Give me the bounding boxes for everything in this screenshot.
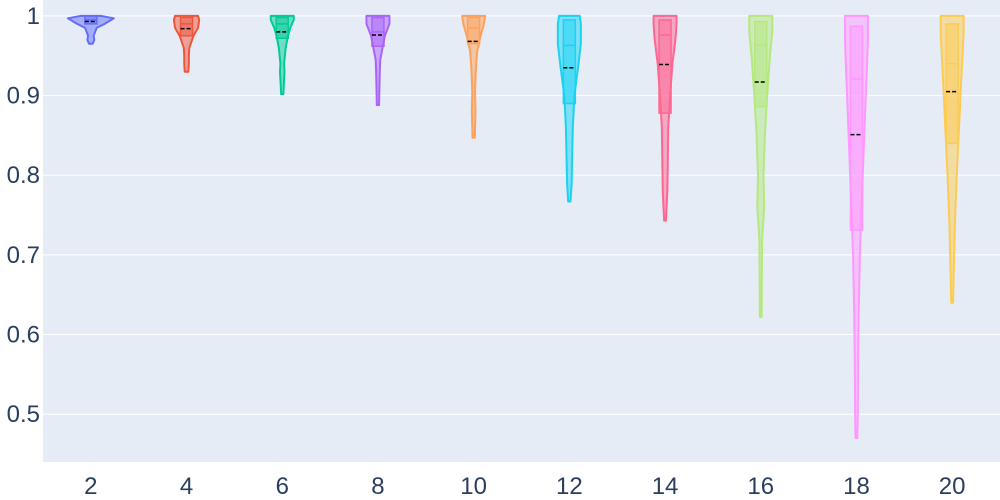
gridlines (43, 15, 1000, 415)
x-tick-label: 14 (652, 473, 679, 500)
x-tick-label: 18 (843, 473, 870, 500)
x-tick-label: 16 (747, 473, 774, 500)
x-tick-label: 8 (371, 473, 384, 500)
box-iqr (562, 19, 577, 105)
x-tick-label: 10 (460, 473, 487, 500)
box-iqr (754, 20, 768, 108)
y-tick-label: 0.5 (7, 401, 40, 428)
violin-group (365, 14, 391, 107)
violin-group (461, 14, 487, 139)
violin-group (66, 14, 115, 45)
x-tick-label: 4 (180, 473, 193, 500)
y-axis-ticks: 0.5 0.6 0.7 0.8 0.9 1 (7, 3, 40, 428)
x-tick-label: 2 (84, 473, 97, 500)
x-tick-label: 6 (276, 473, 289, 500)
box-iqr (658, 19, 672, 114)
box-iqr (466, 16, 481, 45)
box-iqr (945, 23, 959, 145)
violin-group (172, 14, 201, 73)
x-tick-label: 20 (939, 473, 966, 500)
violin-body (461, 14, 487, 139)
box-iqr (275, 16, 289, 39)
y-tick-label: 0.6 (7, 322, 40, 349)
y-tick-label: 1 (27, 3, 40, 30)
y-tick-label: 0.7 (7, 242, 40, 269)
box-iqr (179, 16, 194, 37)
violin-group (939, 14, 965, 304)
y-tick-label: 0.8 (7, 162, 40, 189)
violin-group (269, 14, 295, 95)
plot-background (43, 0, 1000, 462)
violin-group (556, 14, 582, 203)
violin-group (748, 14, 774, 319)
violin-group (843, 14, 869, 440)
x-axis-ticks: 2 4 6 8 10 12 14 16 18 20 (84, 473, 965, 500)
box-iqr (849, 25, 864, 231)
violin-group (652, 14, 678, 222)
y-tick-label: 0.9 (7, 83, 40, 110)
violins (66, 14, 965, 440)
violin-body (66, 14, 115, 45)
x-tick-label: 12 (556, 473, 583, 500)
